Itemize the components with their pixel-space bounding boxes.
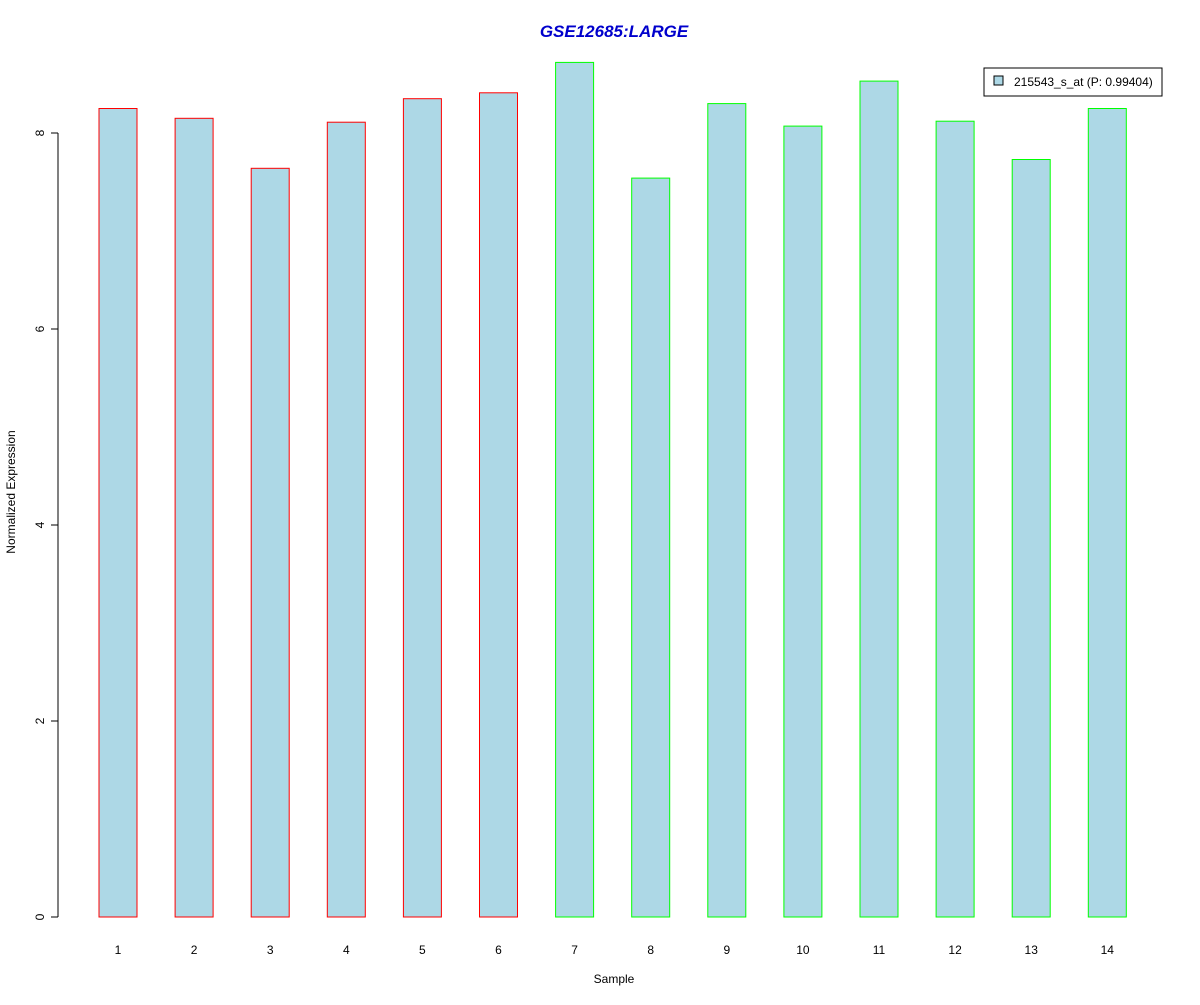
x-tick-label: 12 [948,943,962,957]
bar-sample-11 [859,80,899,918]
x-tick-label: 2 [191,943,198,957]
bar-sample-1 [98,108,138,918]
y-tick-label: 6 [33,325,47,332]
legend: 215543_s_at (P: 0.99404) [983,67,1163,97]
x-tick-label: 8 [647,943,654,957]
y-tick-label: 4 [33,521,47,528]
bar-sample-10 [783,125,823,918]
x-tick-label: 5 [419,943,426,957]
x-tick-label: 9 [723,943,730,957]
chart-title: GSE12685:LARGE [540,22,689,41]
x-tick-label: 10 [796,943,810,957]
bar-sample-8 [631,177,671,918]
bar-sample-3 [250,167,290,918]
x-tick-label: 13 [1025,943,1039,957]
bar-sample-7 [555,61,595,918]
y-axis-ticks: 0 2 4 6 8 [33,129,58,920]
bar-sample-5 [402,98,442,918]
legend-swatch [993,75,1004,86]
bar-sample-12 [935,120,975,918]
bar-sample-4 [326,121,366,918]
bar-sample-14 [1087,108,1127,918]
x-tick-label: 7 [571,943,578,957]
x-axis-tick-labels: 1 2 3 4 5 6 7 8 9 10 11 12 13 14 [115,943,1115,957]
bar-sample-9 [707,103,747,918]
x-tick-label: 4 [343,943,350,957]
x-tick-label: 14 [1101,943,1115,957]
x-tick-label: 6 [495,943,502,957]
legend-label: 215543_s_at (P: 0.99404) [1014,75,1153,89]
y-tick-label: 0 [33,913,47,920]
x-axis-label: Sample [594,972,635,986]
bar-sample-6 [479,92,518,918]
y-tick-label: 2 [33,717,47,724]
bar-sample-2 [174,117,214,918]
y-tick-label: 8 [33,129,47,136]
x-tick-label: 11 [873,943,886,957]
x-tick-label: 1 [115,943,122,957]
bars [98,61,1127,918]
y-axis-label: Normalized Expression [4,430,18,553]
legend-box [983,67,1163,97]
x-tick-label: 3 [267,943,274,957]
bar-sample-13 [1011,159,1051,918]
